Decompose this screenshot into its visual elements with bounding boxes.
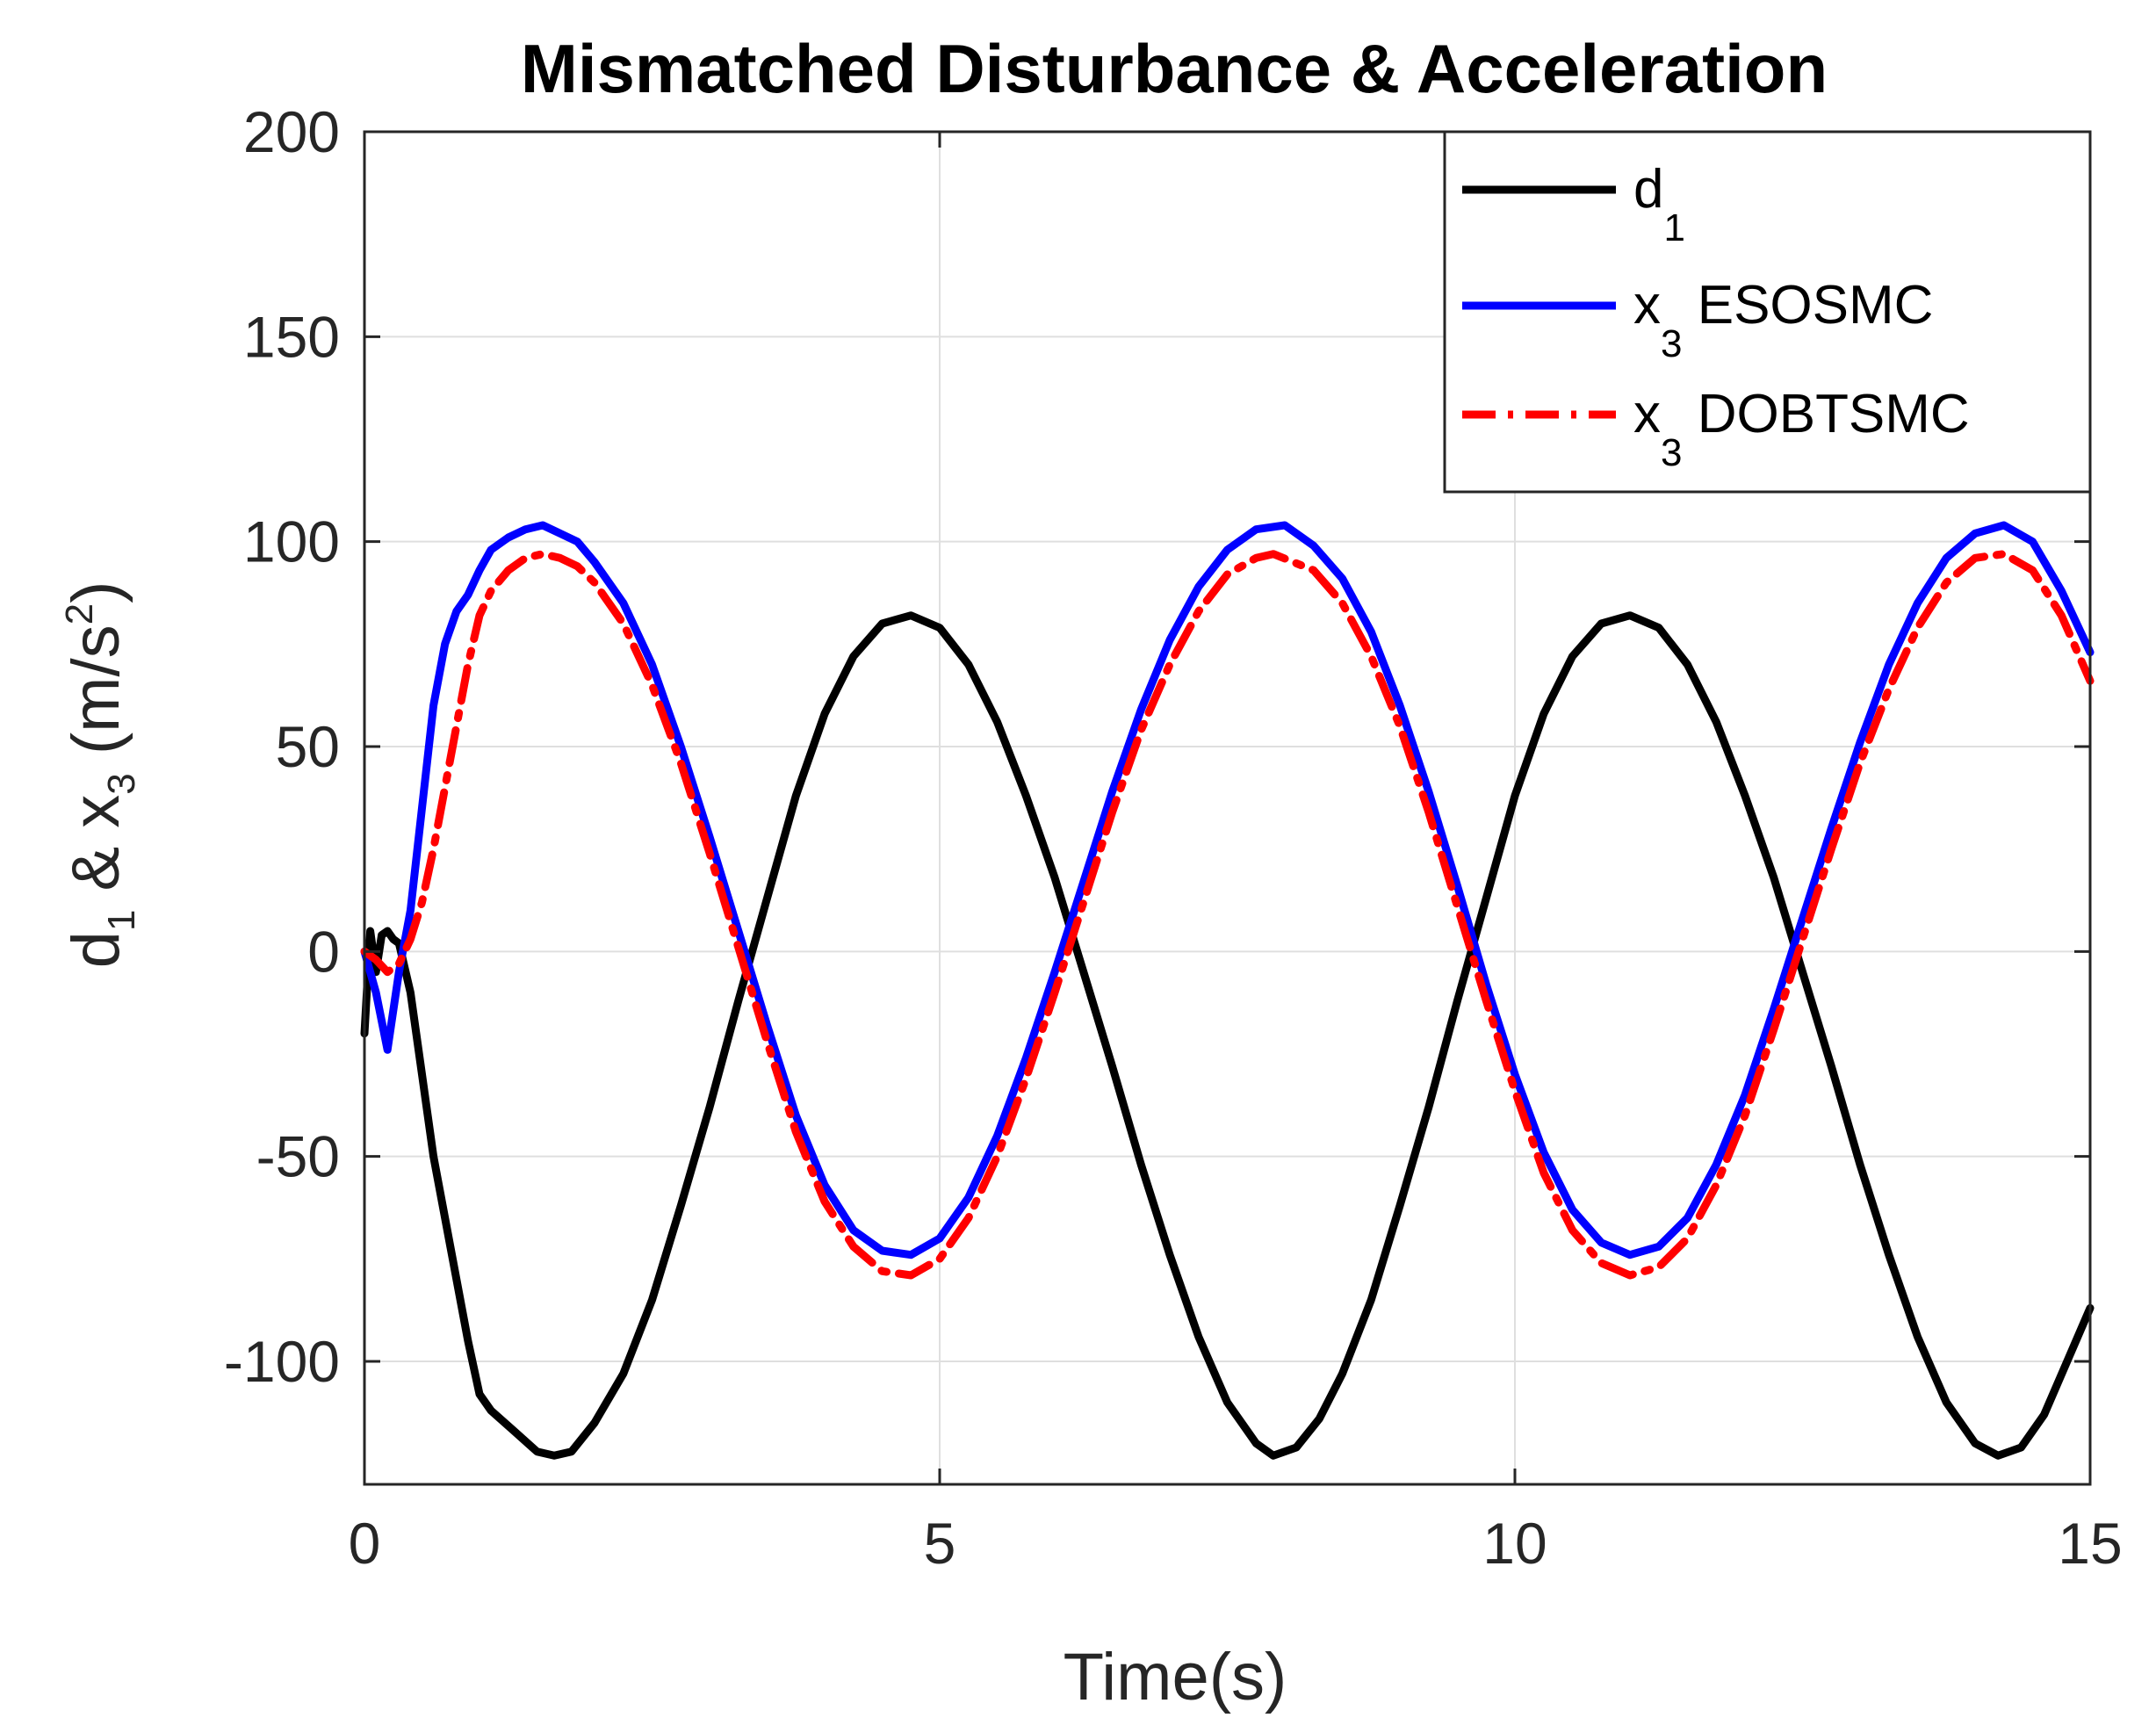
axis-ticks: 0 5 10 15 -100 -50 0 50 100 150 200 <box>224 99 2123 1576</box>
y-tick-label-5: 150 <box>243 304 340 369</box>
plot-area-frame <box>363 130 2092 1486</box>
legend-label-suffix-2: DOBTSMC <box>1682 384 1969 444</box>
legend-label-sub-1: 3 <box>1661 322 1682 365</box>
y-label-sub-1: 1 <box>100 910 143 931</box>
series-line-2 <box>360 550 2095 1280</box>
legend-label-base-2: x <box>1633 384 1661 444</box>
y-label-d: d <box>59 931 133 968</box>
y-label-unit: (m/s <box>59 624 133 773</box>
y-label-x: & x <box>59 795 133 910</box>
y-axis-label: d1 & x3 (m/s2) <box>58 581 143 969</box>
y-label-sup-2: 2 <box>58 603 101 624</box>
x-axis-label: Time(s) <box>1064 1640 1287 1714</box>
legend-label-base-1: x <box>1633 275 1661 336</box>
y-label-sub-3: 3 <box>100 773 143 794</box>
legend-label-2: x3 DOBTSMC <box>1633 384 1970 474</box>
y-tick-label-1: -50 <box>256 1124 340 1189</box>
series-line-0 <box>360 611 2095 1460</box>
legend-label-0: d1 <box>1633 159 1685 249</box>
y-tick-label-6: 200 <box>243 99 340 164</box>
y-label-close: ) <box>59 581 133 603</box>
x-tick-label-3: 15 <box>2058 1511 2122 1576</box>
legend-label-suffix-1: ESOSMC <box>1682 275 1933 336</box>
y-tick-label-2: 0 <box>307 919 340 984</box>
legend-label-sub-2: 3 <box>1661 431 1682 474</box>
x-tick-label-1: 5 <box>924 1511 956 1576</box>
y-tick-label-0: -100 <box>224 1329 340 1394</box>
y-tick-label-3: 50 <box>276 714 340 779</box>
series-line-1 <box>360 521 2095 1259</box>
y-tick-label-4: 100 <box>243 509 340 574</box>
legend-label-1: x3 ESOSMC <box>1633 275 1933 365</box>
legend-label-base-0: d <box>1633 159 1663 220</box>
x-tick-label-2: 10 <box>1482 1511 1547 1576</box>
legend-label-sub-0: 1 <box>1663 206 1684 249</box>
x-tick-label-0: 0 <box>349 1511 381 1576</box>
data-series <box>360 521 2095 1460</box>
chart-title: Mismatched Disturbance & Acceleration <box>521 30 1828 107</box>
